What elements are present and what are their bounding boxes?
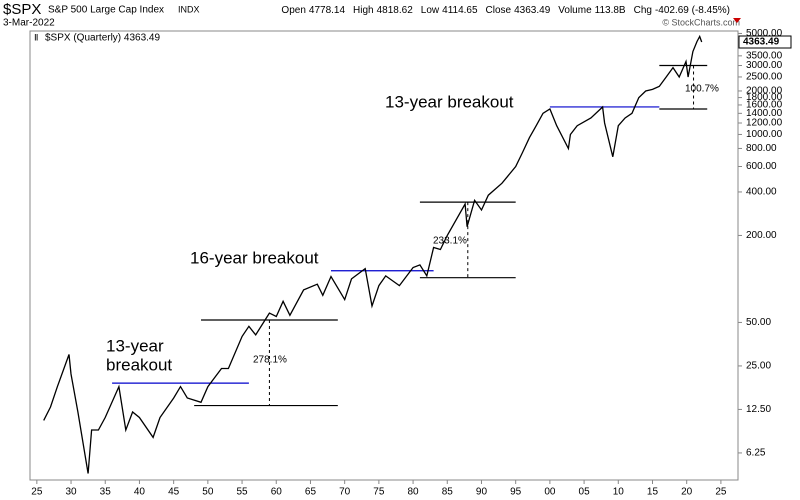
y-tick-label: 1200.00 <box>746 118 783 129</box>
y-tick-label: 1400.00 <box>746 108 783 119</box>
y-tick-label: 5000.00 <box>746 28 783 39</box>
y-tick-label: 2500.00 <box>746 72 783 83</box>
annotation: 278.1% <box>253 355 287 366</box>
quote-label: Low <box>421 5 440 16</box>
annotation: 13-year breakout <box>385 92 514 111</box>
index-name: S&P 500 Large Cap Index <box>48 5 164 16</box>
y-tick-label: 1800.00 <box>746 92 783 103</box>
x-tick-label: 95 <box>510 487 522 498</box>
y-tick-label: 12.50 <box>746 404 771 415</box>
quote-value: 113.8B <box>595 5 626 16</box>
annotation: 13-year <box>106 336 164 355</box>
legend-icon: Ⅱ <box>34 32 38 42</box>
x-tick-label: 10 <box>613 487 625 498</box>
x-tick-label: 70 <box>339 487 351 498</box>
annotation: 100.7% <box>685 84 719 95</box>
x-tick-label: 65 <box>305 487 317 498</box>
annotation: 16-year breakout <box>190 248 319 267</box>
credit: © StockCharts.com <box>662 17 740 27</box>
quote-value: 4363.49 <box>514 5 551 16</box>
x-tick-label: 35 <box>100 487 112 498</box>
quote-value: 4114.65 <box>442 5 478 16</box>
x-tick-label: 45 <box>168 487 180 498</box>
plot-frame <box>29 30 739 481</box>
x-tick-label: 30 <box>65 487 77 498</box>
quote-label: Close <box>486 5 512 16</box>
quote-value: 4778.14 <box>309 5 346 16</box>
x-tick-label: 55 <box>236 487 248 498</box>
x-tick-label: 40 <box>134 487 146 498</box>
quote-value: 4818.62 <box>377 5 414 16</box>
y-tick-label: 25.00 <box>746 361 771 372</box>
y-tick-label: 400.00 <box>746 187 777 198</box>
x-tick-label: 15 <box>647 487 659 498</box>
quote-label: Chg <box>634 5 652 16</box>
quote-text: Open 4778.14 High 4818.62 Low 4114.65 Close 436… <box>281 5 730 16</box>
y-tick-label: 800.00 <box>746 143 777 154</box>
x-tick-label: 85 <box>442 487 454 498</box>
y-tick-label: 2000.00 <box>746 86 783 97</box>
y-tick-label: 3000.00 <box>746 60 783 71</box>
y-tick-label: 6.25 <box>746 448 766 459</box>
price-line <box>43 34 703 474</box>
annotation: breakout <box>106 355 172 374</box>
quote-label: High <box>353 5 374 16</box>
last-price: 4363.49 <box>743 37 780 48</box>
quote: Open 4778.14 High 4818.62 Low 4114.65 Close 436… <box>281 5 730 16</box>
x-tick-label: 00 <box>544 487 556 498</box>
x-tick-label: 25 <box>31 487 43 498</box>
y-tick-label: 1600.00 <box>746 100 783 111</box>
y-tick-label: 1000.00 <box>746 129 783 140</box>
last-price-box <box>738 35 792 49</box>
x-tick-label: 80 <box>408 487 420 498</box>
quote-label: Open <box>281 5 305 16</box>
date: 3-Mar-2022 <box>3 18 55 29</box>
y-tick-label: 3500.00 <box>746 50 783 61</box>
down-arrow <box>733 18 741 23</box>
quote-label: Volume <box>558 5 592 16</box>
x-tick-label: 20 <box>681 487 693 498</box>
exchange: INDX <box>178 4 200 14</box>
annotation: 233.1% <box>433 236 467 247</box>
legend-label: $SPX (Quarterly) 4363.49 <box>45 33 160 44</box>
y-tick-label: 200.00 <box>746 230 777 241</box>
quote-value: -402.69 (-8.45%) <box>655 5 730 16</box>
y-tick-label: 600.00 <box>746 161 777 172</box>
x-tick-label: 75 <box>373 487 385 498</box>
x-tick-label: 05 <box>579 487 591 498</box>
y-tick-label: 50.00 <box>746 317 771 328</box>
x-tick-label: 50 <box>202 487 214 498</box>
x-tick-label: 90 <box>476 487 488 498</box>
x-tick-label: 25 <box>715 487 727 498</box>
symbol: $SPX <box>3 1 41 18</box>
x-tick-label: 60 <box>271 487 283 498</box>
